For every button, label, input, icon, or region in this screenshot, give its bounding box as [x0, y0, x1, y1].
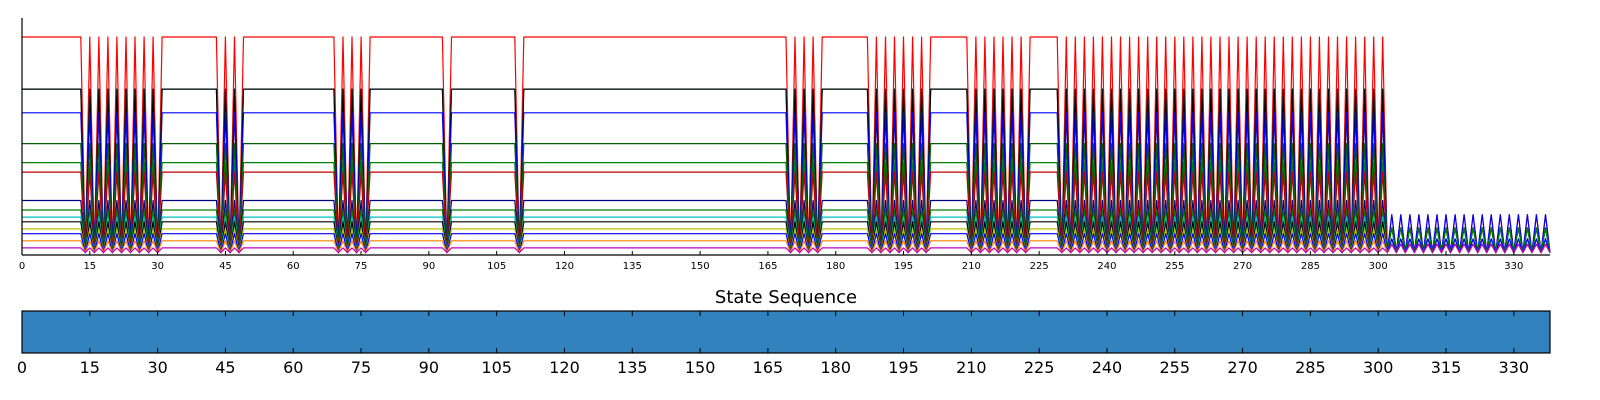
state-x-tick-label: 90 — [419, 358, 439, 377]
x-tick-label: 195 — [894, 261, 913, 272]
state-x-tick-label: 330 — [1499, 358, 1530, 377]
state-x-tick-label: 75 — [351, 358, 371, 377]
state-x-tick-label: 300 — [1363, 358, 1394, 377]
state-x-tick-label: 240 — [1092, 358, 1123, 377]
x-tick-label: 150 — [691, 261, 710, 272]
line-plot: 0 15 30 45 60 75 90 105 120 135 150 165 180 195 210 225… — [19, 18, 1551, 272]
line-series-group — [22, 36, 1551, 254]
state-x-tick-label: 150 — [685, 358, 716, 377]
x-tick-label: 225 — [1030, 261, 1049, 272]
state-x-tick-label: 225 — [1024, 358, 1055, 377]
state-cell — [22, 311, 1550, 353]
state-x-tick-label: 105 — [481, 358, 512, 377]
state-sequence-title: State Sequence — [715, 287, 857, 308]
state-x-tick-label: 0 — [17, 358, 27, 377]
x-tick-label: 165 — [758, 261, 777, 272]
state-x-tick-label: 195 — [888, 358, 919, 377]
x-tick-label: 330 — [1504, 261, 1523, 272]
x-tick-label: 30 — [151, 261, 164, 272]
x-tick-label: 75 — [355, 261, 368, 272]
x-tick-group: 0 15 30 45 60 75 90 105 120 135 150 165 180 195 210 225… — [19, 251, 1523, 272]
x-tick-label: 60 — [287, 261, 300, 272]
x-tick-label: 45 — [219, 261, 232, 272]
x-tick-label: 0 — [19, 261, 25, 272]
x-tick-label: 255 — [1165, 261, 1184, 272]
state-sequence-frame — [21, 310, 1551, 354]
series-line — [22, 171, 1551, 254]
series-line — [22, 233, 1551, 254]
state-x-tick-label: 315 — [1431, 358, 1462, 377]
state-x-tick-label: 270 — [1227, 358, 1258, 377]
x-tick-label: 15 — [83, 261, 96, 272]
state-x-tick-group: 0 15 30 45 60 75 90 105 120 135 150 165 180 195 210 225… — [17, 311, 1529, 377]
x-tick-label: 315 — [1436, 261, 1455, 272]
series-line — [22, 240, 1551, 254]
state-x-tick-label: 180 — [820, 358, 851, 377]
state-x-tick-label: 135 — [617, 358, 648, 377]
x-tick-label: 120 — [555, 261, 574, 272]
x-tick-label: 270 — [1233, 261, 1252, 272]
x-tick-label: 90 — [422, 261, 435, 272]
state-x-tick-label: 30 — [147, 358, 167, 377]
x-tick-label: 300 — [1369, 261, 1388, 272]
state-x-tick-label: 255 — [1160, 358, 1191, 377]
state-x-tick-label: 165 — [753, 358, 784, 377]
state-x-tick-label: 60 — [283, 358, 303, 377]
x-tick-label: 105 — [487, 261, 506, 272]
x-tick-label: 210 — [962, 261, 981, 272]
state-x-tick-label: 285 — [1295, 358, 1326, 377]
state-x-tick-label: 15 — [80, 358, 100, 377]
x-tick-label: 285 — [1301, 261, 1320, 272]
state-x-tick-label: 210 — [956, 358, 987, 377]
state-x-tick-label: 45 — [215, 358, 235, 377]
series-line — [22, 243, 1551, 254]
x-tick-label: 135 — [623, 261, 642, 272]
x-tick-label: 240 — [1097, 261, 1116, 272]
state-x-tick-label: 120 — [549, 358, 580, 377]
state-cell-group — [22, 311, 1550, 353]
x-tick-label: 180 — [826, 261, 845, 272]
state-sequence-panel: State Sequence 0 15 30 45 60 75 90 105 120 135 150… — [17, 287, 1551, 377]
